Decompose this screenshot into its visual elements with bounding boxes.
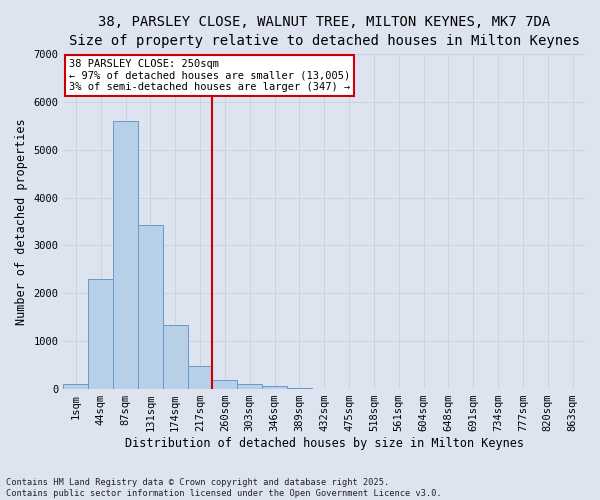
Text: Contains HM Land Registry data © Crown copyright and database right 2025.
Contai: Contains HM Land Registry data © Crown c… [6,478,442,498]
Bar [64,384,88,389]
Title: 38, PARSLEY CLOSE, WALNUT TREE, MILTON KEYNES, MK7 7DA
Size of property relative: 38, PARSLEY CLOSE, WALNUT TREE, MILTON K… [69,15,580,48]
Bar [138,225,163,389]
Bar [163,326,188,389]
Text: 38 PARSLEY CLOSE: 250sqm
← 97% of detached houses are smaller (13,005)
3% of sem: 38 PARSLEY CLOSE: 250sqm ← 97% of detach… [68,59,350,92]
Bar [88,279,113,389]
Y-axis label: Number of detached properties: Number of detached properties [15,118,28,325]
Bar [188,366,212,389]
X-axis label: Distribution of detached houses by size in Milton Keynes: Distribution of detached houses by size … [125,437,524,450]
Bar [287,388,312,389]
Bar [262,386,287,389]
Bar [237,384,262,389]
Bar [212,380,237,389]
Bar [113,121,138,389]
